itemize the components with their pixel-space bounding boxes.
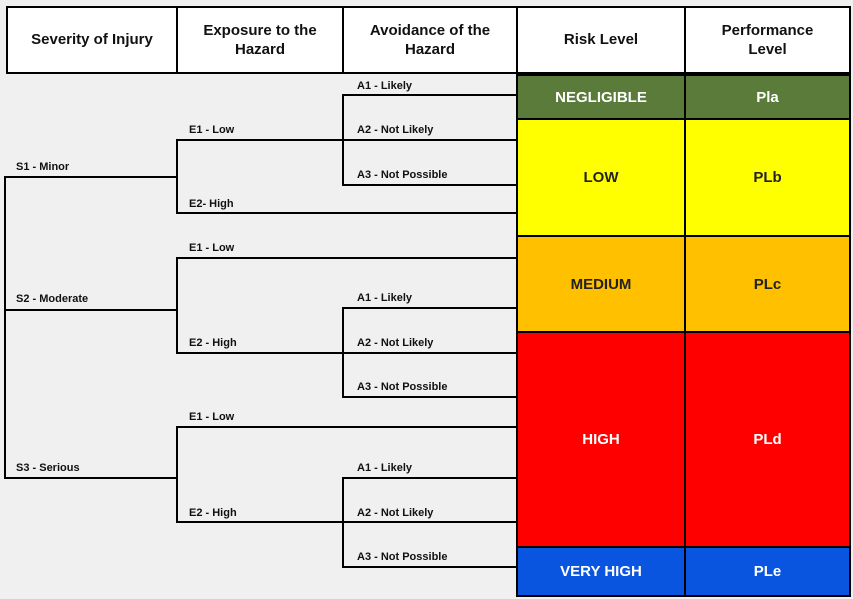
header-avoidance: Avoidance of the Hazard [342,6,518,74]
pl-b: PLb [684,118,851,237]
s3-a3-branch [342,566,518,568]
s3-a2-branch [342,521,518,523]
risk-very-high: VERY HIGH [516,546,686,597]
avoidance-label-7: A1 - Likely [357,462,413,474]
s3-e1-branch [176,426,518,428]
s1-a3-branch [342,184,518,186]
trunk-line [4,176,6,478]
avoidance-label-1: A1 - Likely [357,80,413,92]
exposure-label-s3-e1: E1 - Low [189,411,235,423]
s1-e1-branch [176,139,344,141]
s2-exposure-vertical [176,257,178,354]
avoidance-label-4: A1 - Likely [357,292,413,304]
exposure-label-s2-e2: E2 - High [189,337,237,349]
avoidance-label-6: A3 - Not Possible [357,381,448,393]
pl-e: PLe [684,546,851,597]
risk-high: HIGH [516,331,686,548]
severity-label-s2: S2 - Moderate [16,293,89,305]
s2-a2-branch [342,352,518,354]
avoidance-label-9: A3 - Not Possible [357,551,448,563]
risk-negligible: NEGLIGIBLE [516,74,686,120]
exposure-label-s3-e2: E2 - High [189,507,237,519]
risk-medium: MEDIUM [516,235,686,333]
pl-a: Pla [684,74,851,120]
exposure-label-s1-e1: E1 - Low [189,124,235,136]
severity-label-s1: S1 - Minor [16,161,70,173]
risk-low: LOW [516,118,686,237]
header-risk-level: Risk Level [516,6,686,74]
pl-c: PLc [684,235,851,333]
s1-e2-branch [176,212,518,214]
s1-exposure-vertical [176,139,178,214]
s3-a1-branch [342,477,518,479]
s1-a1-branch [342,94,518,96]
avoidance-label-5: A2 - Not Likely [357,337,434,349]
severity-label-s3: S3 - Serious [16,462,80,474]
s1-a2-branch [342,139,518,141]
s2-e2-branch [176,352,344,354]
branch-s1 [4,176,178,178]
exposure-label-s1-e2: E2- High [189,198,234,210]
header-exposure: Exposure to the Hazard [176,6,344,74]
s3-e2-branch [176,521,344,523]
branch-s3 [4,477,178,479]
s2-a3-branch [342,396,518,398]
s2-e1-branch [176,257,518,259]
exposure-label-s2-e1: E1 - Low [189,242,235,254]
branch-s2 [4,309,178,311]
s3-exposure-vertical [176,426,178,523]
header-severity: Severity of Injury [6,6,178,74]
avoidance-label-3: A3 - Not Possible [357,169,448,181]
pl-d: PLd [684,331,851,548]
avoidance-label-8: A2 - Not Likely [357,507,434,519]
header-performance-level: Performance Level [684,6,851,74]
s2-a1-branch [342,307,518,309]
avoidance-label-2: A2 - Not Likely [357,124,434,136]
